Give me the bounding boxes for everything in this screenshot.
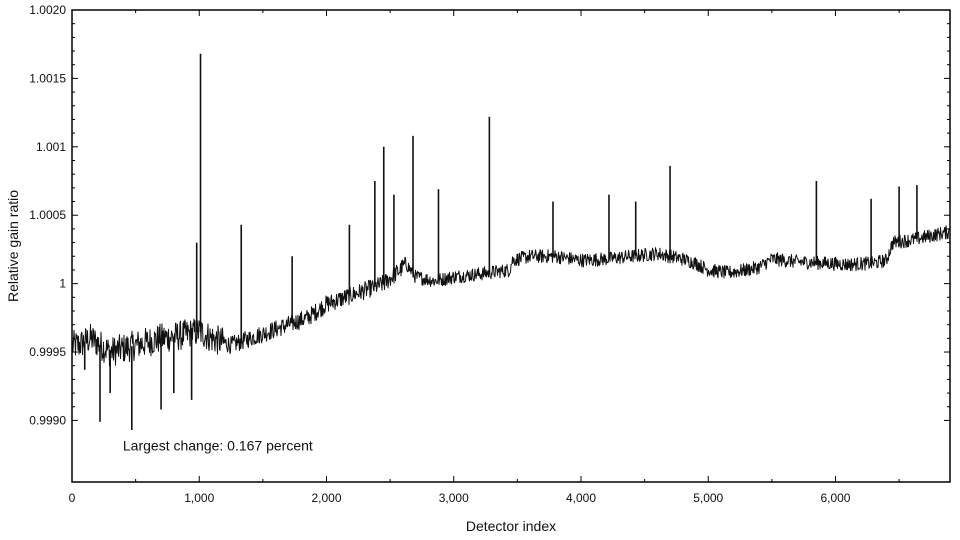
- y-tick-label-0: 0.9990: [29, 413, 66, 427]
- x-tick-label-5: 5,000: [693, 491, 723, 505]
- x-tick-label-6: 6,000: [820, 491, 850, 505]
- largest-change-annotation: Largest change: 0.167 percent: [123, 438, 313, 454]
- y-tick-label-2: 1: [59, 277, 66, 291]
- spike-layer: [83, 53, 918, 431]
- gain-ratio-series-line: [72, 225, 950, 367]
- plot-frame: [71, 9, 951, 483]
- y-tick-label-4: 1.001: [36, 140, 66, 154]
- x-tick-label-4: 4,000: [566, 491, 596, 505]
- plot-area: 0 1,000 2,000 3,000 4,000 5,000 6,000 0.99900.…: [29, 3, 951, 505]
- y-tick-label-1: 0.9995: [29, 345, 66, 359]
- x-axis-label: Detector index: [466, 518, 556, 534]
- y-axis-label: Relative gain ratio: [5, 190, 21, 302]
- x-tick-label-0: 0: [69, 491, 76, 505]
- x-tick-label-3: 3,000: [439, 491, 469, 505]
- x-axis-ticks: 0 1,000 2,000 3,000 4,000 5,000 6,000: [69, 10, 900, 505]
- y-tick-label-3: 1.0005: [29, 208, 66, 222]
- x-tick-label-2: 2,000: [311, 491, 341, 505]
- y-tick-label-6: 1.0020: [29, 3, 66, 17]
- x-tick-label-1: 1,000: [184, 491, 214, 505]
- y-axis-ticks: 0.9990 0.9995 1 1.0005 1.001 1.0015 1.0020: [29, 3, 950, 427]
- y-tick-label-5: 1.0015: [29, 71, 66, 85]
